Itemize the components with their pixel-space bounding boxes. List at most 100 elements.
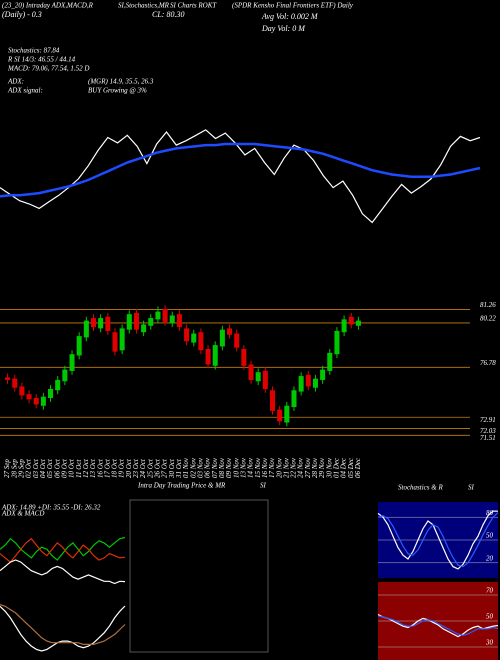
candle-body: [148, 318, 154, 326]
y-tick-label: 80.22: [480, 315, 496, 323]
x-tick-label: 22 Nov: [290, 457, 298, 478]
candle-body: [133, 312, 139, 330]
candle-body: [33, 398, 39, 405]
candle-body: [219, 329, 225, 347]
x-tick-label: 30 Oct: [168, 458, 176, 479]
series-line: [0, 142, 481, 198]
x-tick-label: 29 Nov: [318, 457, 326, 478]
candle-body: [19, 386, 25, 396]
candle-body: [184, 328, 190, 342]
candle-body: [298, 376, 304, 392]
day-volume: Day Vol: 0 M: [261, 24, 306, 33]
candle-body: [320, 369, 326, 380]
x-tick-label: 04 Dec: [340, 457, 348, 478]
x-tick-label: 10 Oct: [68, 458, 76, 478]
x-tick-label: 27 Sep: [3, 459, 11, 478]
candle-body: [169, 315, 175, 324]
panel-title: Stochastics & R: [398, 484, 443, 492]
candle-body: [269, 390, 276, 411]
candle-body: [205, 349, 211, 365]
x-tick-label: 27 Nov: [304, 457, 312, 478]
rsi: R SI 14/3: 46.55 / 44.14: [7, 56, 76, 64]
candle-body: [341, 319, 347, 333]
x-tick-label: 09 Nov: [225, 457, 233, 478]
candle-body: [176, 314, 182, 328]
candle-body: [83, 320, 89, 338]
series-line: [0, 604, 126, 645]
candle-body: [327, 352, 333, 371]
candle-body: [126, 314, 132, 330]
x-tick-label: 08 Nov: [218, 457, 226, 478]
panel-title: SI: [260, 482, 267, 490]
x-tick-label: 23 Oct: [132, 458, 140, 478]
candle-body: [55, 379, 61, 391]
candle-body: [348, 316, 354, 325]
x-tick-label: 13 Nov: [239, 457, 247, 478]
series-line: [0, 537, 126, 563]
x-tick-label: 18 Oct: [111, 458, 119, 478]
x-tick-label: 21 Nov: [282, 457, 290, 478]
x-tick-label: 06 Dec: [354, 457, 362, 478]
candle-body: [69, 354, 75, 371]
candle-body: [76, 336, 82, 356]
candle-body: [198, 332, 204, 351]
avg-volume: Avg Vol: 0.002 M: [261, 12, 319, 21]
candle-body: [40, 396, 46, 406]
macd: MACD: 79.06, 77.54, 1.52 D: [7, 65, 89, 73]
x-tick-label: 14 Nov: [247, 457, 255, 478]
y-tick-label: 30: [485, 639, 494, 647]
x-tick-label: 11 Oct: [75, 459, 83, 478]
series-line: [0, 559, 126, 585]
x-tick-label: 20 Oct: [125, 458, 133, 478]
x-tick-label: 26 Oct: [154, 458, 162, 478]
series-line: [377, 510, 499, 570]
x-tick-label: 07 Nov: [211, 457, 219, 478]
x-tick-label: 30 Nov: [325, 457, 333, 479]
y-tick-label: 71.51: [480, 434, 496, 442]
header-text: (Daily) - 0.3: [2, 10, 42, 19]
candle-body: [191, 333, 197, 343]
x-tick-label: 15 Nov: [254, 457, 262, 478]
panel-subtitle: ADX: 14.89 +DI: 35.55 -DI: 26.32: [1, 504, 101, 512]
panel-frame: [129, 499, 269, 653]
x-tick-label: 19 Oct: [118, 458, 126, 478]
x-tick-label: 16 Nov: [261, 457, 269, 478]
candle-body: [162, 309, 168, 322]
x-tick-label: 31 Oct: [175, 458, 183, 479]
candle-body: [155, 311, 161, 320]
candle-body: [48, 388, 54, 399]
x-tick-label: 28 Nov: [311, 457, 319, 478]
series-line: [377, 512, 499, 568]
y-tick-label: 72.91: [480, 416, 496, 424]
x-tick-label: 24 Nov: [297, 457, 305, 478]
adx-signal: ADX signal:: [7, 87, 43, 95]
x-tick-label: 28 Sep: [10, 459, 18, 478]
series-line: [377, 613, 499, 638]
candle-body: [5, 377, 11, 380]
close-price: CL: 80.30: [152, 10, 184, 19]
adx-values: (MGR) 14.9, 35.5, 26.3: [88, 78, 154, 86]
candle-body: [119, 328, 125, 351]
x-tick-label: 03 Oct: [32, 458, 40, 478]
x-tick-label: 01 Dec: [333, 457, 341, 478]
header-text: (23_20) Intraday ADX,MACD,R: [2, 2, 94, 10]
x-tick-label: 25 Oct: [146, 458, 154, 478]
candle-body: [62, 369, 68, 382]
candle-body: [12, 378, 18, 388]
candle-body: [312, 378, 318, 388]
x-tick-label: 06 Oct: [53, 458, 61, 478]
candle-body: [90, 318, 97, 328]
x-tick-label: 12 Oct: [82, 458, 90, 478]
candle-body: [26, 394, 32, 400]
candle-body: [141, 324, 147, 333]
header-text: (SPDR Kensho Final Frontiers ETF) Daily: [232, 2, 354, 10]
x-tick-label: 03 Nov: [197, 457, 205, 478]
candle-body: [262, 370, 268, 389]
candle-body: [355, 320, 361, 326]
panel-title: SI: [468, 484, 475, 492]
candle-body: [334, 330, 340, 355]
candle-body: [98, 318, 104, 329]
adx: ADX:: [7, 78, 24, 86]
x-tick-label: 10 Nov: [232, 457, 240, 478]
series-line: [0, 129, 481, 224]
